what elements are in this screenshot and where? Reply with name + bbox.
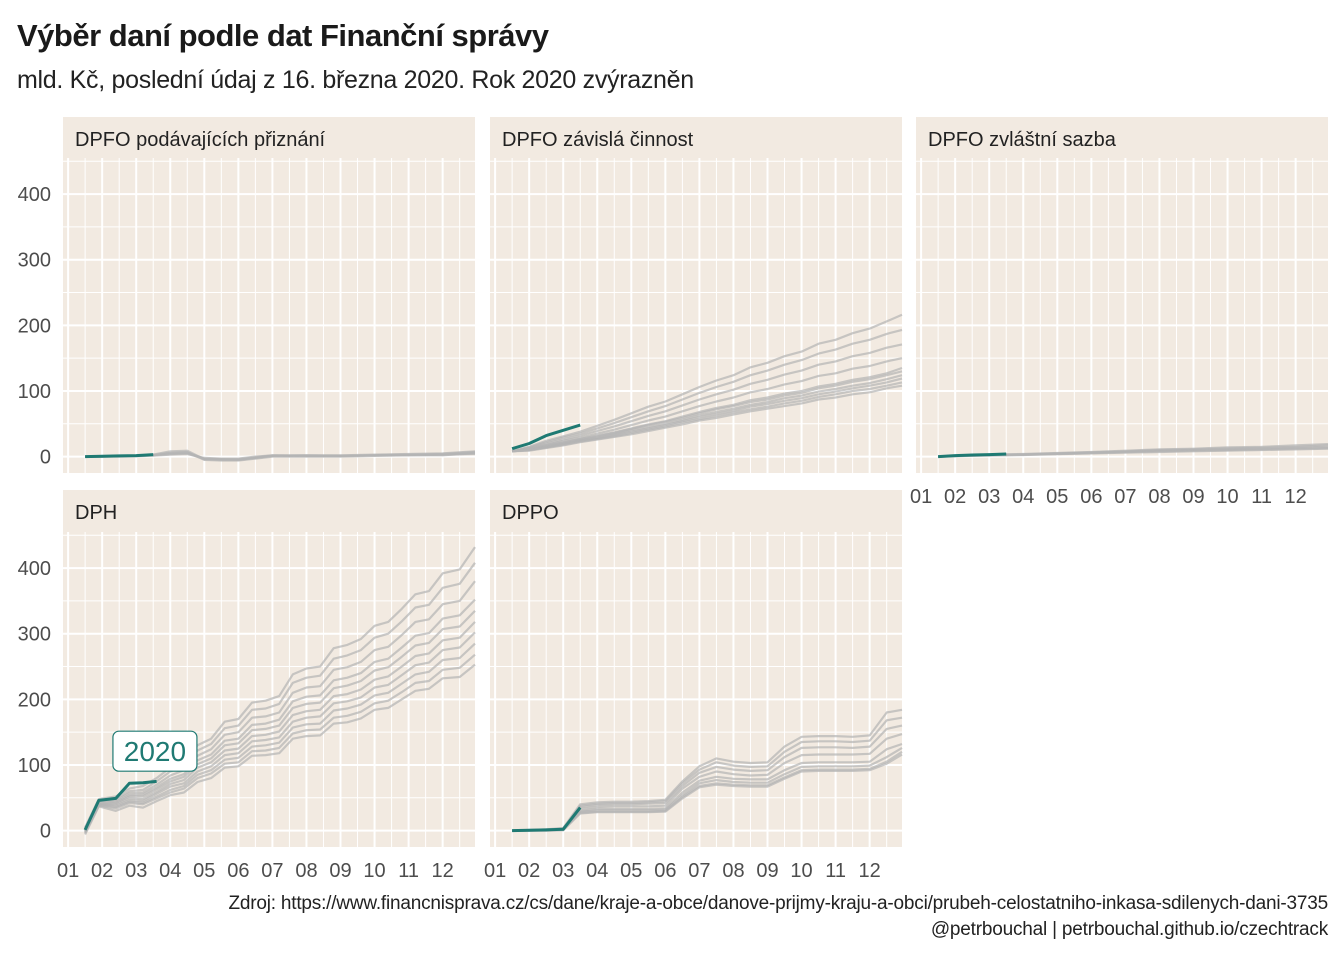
history-line [512, 753, 903, 832]
chart-subtitle: mld. Kč, poslední údaj z 16. března 2020… [17, 66, 694, 94]
x-tick-label: 02 [91, 860, 113, 882]
facet-strip [63, 117, 475, 158]
annotation-label-2020: 2020 [124, 736, 186, 767]
facet-strip [63, 490, 475, 532]
facet-strip [490, 490, 902, 532]
history-line [84, 663, 476, 835]
facet-strip-label: DPFO podávajících přiznání [75, 129, 326, 151]
plot-background [916, 158, 1328, 473]
x-tick-label: 08 [1148, 486, 1170, 508]
x-tick-label: 07 [688, 860, 710, 882]
history-line [84, 631, 476, 833]
x-tick-label: 06 [1080, 486, 1102, 508]
history-line [512, 742, 903, 832]
highlight-line-2020 [511, 423, 581, 451]
x-tick-label: 08 [722, 860, 744, 882]
x-tick-label: 12 [1285, 486, 1307, 508]
history-line [84, 562, 476, 830]
history-line [84, 580, 476, 830]
history-line [512, 733, 903, 832]
annotation-box [112, 730, 198, 772]
highlight-line-2020 [512, 806, 582, 833]
x-tick-label: 11 [398, 860, 419, 882]
x-tick-label: 06 [654, 860, 676, 882]
x-tick-label: 09 [1182, 486, 1204, 508]
highlight-line-2020 [85, 453, 154, 459]
x-tick-label: 05 [193, 860, 215, 882]
history-line [511, 313, 903, 453]
y-tick-label: 300 [18, 250, 51, 272]
history-line [511, 343, 903, 453]
y-tick-label: 400 [18, 184, 51, 206]
x-tick-label: 07 [1114, 486, 1136, 508]
x-tick-label: 05 [1046, 486, 1068, 508]
x-tick-label: 02 [944, 486, 966, 508]
history-line [84, 621, 476, 832]
x-tick-label: 04 [159, 860, 181, 882]
chart-title: Výběr daní podle dat Finanční správy [17, 18, 549, 53]
history-line [512, 724, 903, 832]
x-tick-label: 08 [295, 860, 317, 882]
x-tick-label: 10 [1216, 486, 1238, 508]
x-tick-label: 03 [978, 486, 1000, 508]
x-tick-label: 01 [484, 860, 506, 882]
history-line [512, 708, 903, 832]
x-tick-label: 10 [790, 860, 812, 882]
plot-background [490, 158, 902, 473]
y-tick-label: 0 [40, 447, 51, 469]
highlight-line-2020 [938, 452, 1007, 459]
facet-strip [490, 117, 902, 158]
highlight-line-2020 [83, 779, 157, 831]
x-tick-label: 04 [1012, 486, 1034, 508]
x-tick-label: 04 [586, 860, 608, 882]
history-line [511, 328, 903, 453]
facet-strip-label: DPH [75, 502, 117, 524]
x-tick-label: 12 [859, 860, 881, 882]
x-tick-label: 11 [1251, 486, 1272, 508]
y-tick-label: 100 [18, 381, 51, 403]
plot-background [63, 158, 475, 473]
y-tick-label: 300 [18, 624, 51, 646]
source-caption: Zdroj: https://www.financnisprava.cz/cs/… [228, 893, 1328, 914]
history-line [84, 653, 476, 834]
credit-caption: @petrbouchal | petrbouchal.github.io/cze… [930, 919, 1328, 940]
facet-panel: DPPO 01 02 03 04 05 06 07 08 09 10 11 12 [484, 490, 903, 882]
facet-panel: DPFO zvláštní sazba 01 02 03 04 05 06 07 08 09 10 1… [910, 117, 1329, 508]
history-line [84, 598, 476, 831]
history-line [84, 642, 476, 834]
y-tick-label: 200 [18, 689, 51, 711]
x-tick-label: 02 [518, 860, 540, 882]
facet-strip [916, 117, 1328, 158]
history-line [512, 746, 903, 832]
x-tick-label: 09 [756, 860, 778, 882]
facet-strip-label: DPFO závislá činnost [502, 129, 694, 151]
y-tick-label: 0 [40, 821, 51, 843]
x-tick-label: 01 [910, 486, 932, 508]
facet-panel: DPH 0 100 200 300 400 01 02 03 04 05 06 07 08 09 10 11 12… [18, 490, 476, 882]
x-tick-label: 03 [125, 860, 147, 882]
facet-panel: DPFO závislá činnost [490, 117, 903, 473]
x-tick-label: 10 [363, 860, 385, 882]
history-line [84, 610, 476, 832]
x-tick-label: 03 [552, 860, 574, 882]
x-tick-label: 11 [825, 860, 846, 882]
y-tick-label: 200 [18, 315, 51, 337]
x-tick-label: 05 [620, 860, 642, 882]
history-line [512, 716, 903, 832]
x-tick-label: 01 [57, 860, 79, 882]
x-tick-label: 09 [329, 860, 351, 882]
x-tick-label: 12 [432, 860, 454, 882]
facet-strip-label: DPPO [502, 502, 559, 524]
history-line [511, 357, 903, 453]
plot-background [490, 532, 902, 847]
y-tick-label: 100 [18, 755, 51, 777]
y-tick-label: 400 [18, 558, 51, 580]
x-tick-label: 07 [261, 860, 283, 882]
history-line [512, 384, 903, 453]
facet-panel: DPFO podávajících přiznání 0 100 200 300 400 [18, 117, 476, 473]
facet-strip-label: DPFO zvláštní sazba [928, 129, 1117, 151]
x-tick-label: 06 [227, 860, 249, 882]
